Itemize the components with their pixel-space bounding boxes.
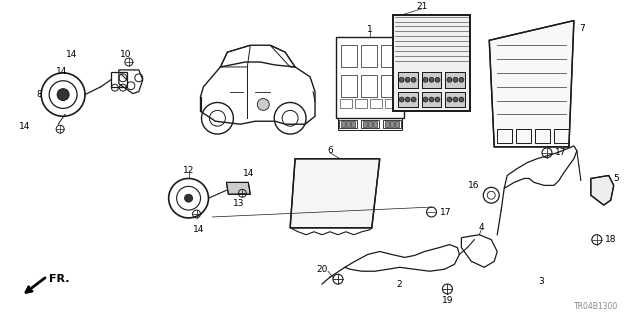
Bar [372,121,377,127]
Text: 14: 14 [56,67,68,76]
Polygon shape [227,182,250,194]
Bar [554,129,569,143]
Bar [361,45,377,67]
Text: 12: 12 [183,166,195,175]
Polygon shape [290,159,380,228]
Bar [445,72,465,88]
Bar [338,118,402,130]
Text: 4: 4 [479,223,484,232]
Ellipse shape [257,99,269,110]
Ellipse shape [411,77,416,82]
Text: 8: 8 [36,90,42,99]
Text: 17: 17 [440,208,451,217]
Bar [445,72,465,88]
Text: 14: 14 [193,225,204,234]
Bar [341,121,345,127]
Ellipse shape [429,77,434,82]
Bar [355,99,367,108]
Bar [393,15,470,111]
Text: 14: 14 [19,122,31,131]
Ellipse shape [405,97,410,102]
Ellipse shape [411,97,416,102]
Bar [397,72,417,88]
Ellipse shape [453,77,458,82]
Ellipse shape [184,194,193,202]
Bar [397,92,417,108]
Bar [422,72,442,88]
Text: FR.: FR. [49,274,70,284]
Bar [363,121,367,127]
Ellipse shape [453,97,458,102]
Bar [445,92,465,108]
Bar [341,45,357,67]
Bar [381,45,397,67]
Ellipse shape [399,77,404,82]
Bar [346,121,350,127]
Bar [370,99,381,108]
Bar [351,121,355,127]
Bar [385,121,388,127]
Bar [516,129,531,143]
Text: 7: 7 [579,24,584,33]
Text: 10: 10 [120,50,132,59]
Ellipse shape [459,77,464,82]
Bar [361,120,379,128]
Ellipse shape [429,97,434,102]
Text: 2: 2 [397,279,403,289]
Text: 1: 1 [367,25,372,34]
Text: 16: 16 [468,181,479,190]
Bar [422,92,442,108]
Ellipse shape [447,97,452,102]
Bar [422,92,442,108]
Text: 18: 18 [605,235,616,244]
Ellipse shape [435,77,440,82]
Bar [340,99,352,108]
Text: 14: 14 [66,50,77,59]
Bar [336,37,404,118]
Bar [422,72,442,88]
Ellipse shape [399,97,404,102]
Bar [341,75,357,97]
Ellipse shape [423,97,428,102]
Ellipse shape [435,97,440,102]
Bar [383,120,401,128]
Bar [393,15,470,111]
Bar [385,99,397,108]
Bar [445,92,465,108]
Ellipse shape [405,77,410,82]
Text: TR04B1300: TR04B1300 [575,302,619,311]
Ellipse shape [423,77,428,82]
Text: 5: 5 [614,174,620,183]
Bar [397,72,417,88]
Ellipse shape [459,97,464,102]
Text: 6: 6 [327,146,333,155]
Bar [361,75,377,97]
Bar [395,121,399,127]
Text: 20: 20 [317,265,328,274]
Bar [497,129,512,143]
Bar [381,75,397,97]
Polygon shape [591,175,614,205]
Ellipse shape [57,89,69,100]
Bar [397,92,417,108]
Bar [390,121,394,127]
Text: 19: 19 [442,296,453,305]
Text: 14: 14 [243,169,255,178]
Polygon shape [489,20,574,147]
Text: 17: 17 [555,148,566,157]
Bar [535,129,550,143]
Text: 3: 3 [538,277,544,286]
Text: 21: 21 [416,2,428,11]
Bar [368,121,372,127]
Ellipse shape [447,77,452,82]
Text: 13: 13 [234,199,245,208]
Bar [339,120,357,128]
